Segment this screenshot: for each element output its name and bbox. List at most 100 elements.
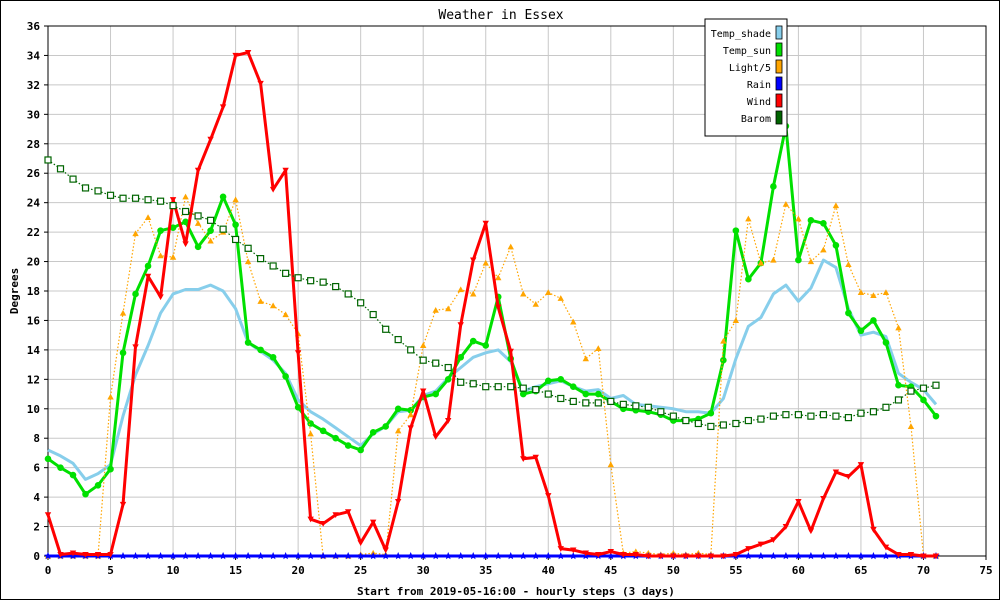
data-point-wind [907, 551, 915, 558]
data-point-barom [81, 184, 90, 192]
data-point-light-5 [832, 202, 840, 209]
data-point-barom [844, 414, 853, 422]
data-point-temp-sun [94, 482, 102, 489]
data-point-temp-sun [344, 442, 352, 449]
y-tick-label: 12 [27, 373, 40, 386]
data-point-temp-sun [282, 373, 289, 380]
data-point-barom [319, 278, 327, 286]
legend: Temp_shade Temp_sun Light/5 Rain Wind Barom [704, 18, 788, 137]
data-point-light-5 [607, 461, 614, 468]
data-point-wind [257, 80, 264, 87]
data-point-temp-sun [557, 376, 565, 383]
data-point-barom [469, 380, 477, 388]
data-point-wind [207, 136, 214, 143]
data-point-barom [169, 202, 177, 210]
legend-swatch-rain [775, 76, 783, 91]
data-point-temp-sun [457, 353, 465, 361]
data-point-rain [419, 552, 427, 560]
y-tick-label: 6 [33, 462, 40, 475]
data-point-barom [907, 387, 915, 395]
data-point-wind [69, 550, 77, 557]
data-point-barom [357, 299, 365, 307]
data-point-temp-sun [882, 339, 890, 346]
data-point-rain [344, 552, 352, 560]
x-tick-label: 35 [479, 564, 492, 577]
data-point-barom [732, 419, 740, 428]
data-point-light-5 [520, 290, 527, 297]
data-point-barom [819, 411, 828, 419]
data-point-barom [119, 194, 127, 202]
data-point-barom [419, 356, 427, 364]
data-point-barom [694, 419, 702, 428]
data-point-barom [106, 191, 115, 199]
data-point-temp-sun [582, 390, 590, 398]
data-point-wind [482, 220, 489, 227]
data-point-light-5 [770, 256, 777, 263]
data-point-wind [219, 104, 227, 111]
data-point-barom [181, 207, 190, 216]
data-point-barom [769, 412, 777, 420]
data-point-rain [807, 552, 815, 560]
data-point-rain [219, 552, 227, 560]
y-tick-label: 16 [27, 314, 41, 327]
data-point-temp-sun [594, 390, 602, 398]
data-point-barom [269, 262, 277, 270]
data-point-barom [244, 244, 252, 252]
data-point-barom [194, 212, 202, 220]
data-point-barom [894, 396, 903, 404]
data-point-wind [319, 521, 327, 527]
y-tick-label: 26 [27, 167, 41, 180]
data-point-temp-sun [244, 339, 252, 346]
data-point-temp-sun [720, 356, 727, 364]
data-point-wind [169, 197, 177, 203]
data-point-wind [532, 454, 539, 461]
data-point-barom [44, 156, 52, 164]
data-point-wind [82, 551, 89, 558]
data-point-wind [620, 551, 627, 558]
data-point-wind [782, 523, 790, 530]
data-point-wind [870, 526, 877, 533]
data-point-wind [369, 519, 377, 526]
data-point-rain [557, 552, 565, 560]
data-point-temp-sun [569, 383, 577, 390]
data-point-wind [770, 537, 777, 544]
data-point-wind [432, 434, 439, 440]
data-point-rain [144, 552, 152, 560]
legend-label-light-5: Light/5 [729, 63, 771, 74]
data-point-wind [182, 241, 189, 248]
data-point-temp-sun [332, 434, 339, 442]
data-point-wind [495, 304, 502, 311]
data-point-temp-sun [432, 390, 440, 398]
data-point-light-5 [282, 311, 289, 318]
data-point-barom [782, 411, 790, 419]
data-point-wind [119, 501, 127, 508]
data-point-barom [219, 225, 227, 233]
data-point-light-5 [845, 261, 852, 268]
data-point-wind [882, 544, 890, 551]
data-point-light-5 [144, 214, 152, 220]
data-point-wind [407, 425, 414, 432]
data-point-wind [244, 49, 252, 56]
data-point-barom [707, 422, 715, 431]
series-line-temp-sun [47, 124, 938, 496]
data-point-barom [144, 196, 152, 204]
data-point-barom [882, 403, 890, 411]
y-tick-label: 0 [33, 550, 40, 563]
data-point-rain [269, 552, 277, 560]
data-point-temp-sun [57, 464, 64, 471]
data-point-light-5 [507, 243, 514, 250]
data-point-light-5 [795, 215, 802, 222]
x-tick-label: 30 [417, 564, 430, 577]
data-point-temp-sun [444, 376, 452, 383]
data-point-light-5 [232, 196, 239, 203]
x-tick-label: 25 [354, 564, 367, 577]
data-point-wind [582, 550, 589, 557]
data-point-temp-sun [357, 446, 364, 454]
data-point-light-5 [745, 215, 752, 222]
series-temp-shade [47, 258, 938, 481]
data-point-rain [782, 552, 790, 560]
data-point-temp-sun [770, 183, 777, 190]
x-tick-label: 70 [917, 564, 930, 577]
data-point-rain [506, 552, 515, 560]
data-point-temp-sun [132, 290, 139, 298]
